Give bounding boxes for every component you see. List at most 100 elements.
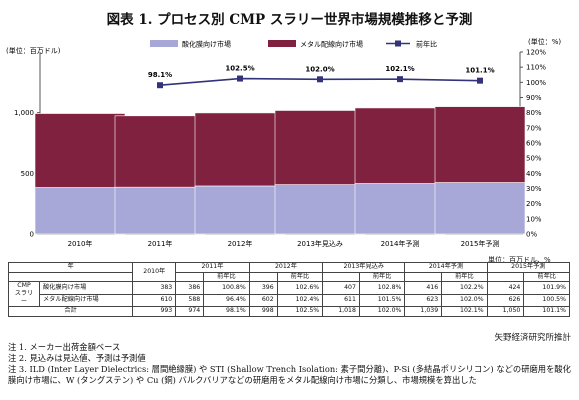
legend-label-oxide: 酸化膜向け市場 xyxy=(182,40,231,49)
header-yoy: 前年比 xyxy=(358,271,406,283)
y-tick-label-right: 0% xyxy=(526,231,537,239)
line-data-label: 101.1% xyxy=(465,67,494,75)
table-cell: 386 xyxy=(175,281,205,295)
bar-oxide xyxy=(354,183,446,235)
x-tick-label: 2013年見込み xyxy=(297,239,343,248)
header-yoy: 前年比 xyxy=(276,271,324,283)
bar-metal xyxy=(194,112,286,187)
y-tick-label-right: 120% xyxy=(526,49,546,57)
table-cell: 998 xyxy=(248,306,278,317)
table-cell: 626 xyxy=(486,293,525,308)
data-table: 年 2010年 2011年 2012年 2013年見込み 2014年予測 201… xyxy=(7,261,571,317)
header-2010: 2010年 xyxy=(132,261,177,283)
footnotes: 注 1. メーカー出荷金額ベース 注 2. 見込みは見込値、予測は予測値 注 3… xyxy=(8,342,574,386)
table-row-total: 合計 993 974 98.1% 998 102.5% 1,018 102.0%… xyxy=(7,306,570,317)
table-cell: 100.8% xyxy=(203,281,250,295)
y-tick-label-right: 30% xyxy=(526,185,542,193)
table-cell: 101.1% xyxy=(523,306,570,317)
bar-metal xyxy=(354,107,446,184)
line-data-label: 102.5% xyxy=(225,65,254,73)
table-cell: 101.9% xyxy=(523,281,570,295)
note-3: 注 3. ILD (Inter Layer Dielectrics: 層間絶縁膜… xyxy=(8,364,571,385)
header-yoy: 前年比 xyxy=(203,271,250,283)
y-tick-label-right: 10% xyxy=(526,215,542,223)
table-cell: 102.0% xyxy=(441,293,488,308)
table-cell: 102.5% xyxy=(276,306,324,317)
table-row-metal: メタル配線向け市場 610 588 96.4% 602 102.4% 611 1… xyxy=(9,293,570,308)
bar-oxide xyxy=(194,185,286,235)
line-marker xyxy=(477,77,483,84)
table-cell: 1,039 xyxy=(404,306,443,317)
table-row-oxide: CMP スラリー 酸化膜向け市場 383 386 100.8% 396 102.… xyxy=(8,281,570,308)
legend-swatch-oxide xyxy=(150,40,178,47)
bar-metal xyxy=(114,115,206,188)
line-data-label: 102.1% xyxy=(385,65,414,73)
chart-title: 図表 1. プロセス別 CMP スラリー世界市場規模推移と予測 xyxy=(106,12,473,28)
table-cell: 611 xyxy=(322,293,360,308)
y-tick-label-right: 110% xyxy=(526,64,546,72)
header-2013: 2013年見込み xyxy=(322,262,406,273)
row-label-oxide: 酸化膜向け市場 xyxy=(38,281,134,295)
table-cell: 610 xyxy=(132,293,177,308)
table-subheader-row: 前年比 前年比 前年比 前年比 前年比 xyxy=(7,271,570,283)
table-cell: 383 xyxy=(132,281,177,295)
table-cell: 588 xyxy=(175,293,205,308)
line-layer: 98.1% 102.5% 102.0% 102.1% 101.1% xyxy=(148,65,495,89)
y-tick-label-right: 100% xyxy=(526,79,546,87)
table-cell: 102.6% xyxy=(276,281,324,295)
bar-layer xyxy=(34,106,526,235)
table-cell: 416 xyxy=(404,281,443,295)
x-tick-label: 2015年予測 xyxy=(461,239,500,248)
table-cell: 1,018 xyxy=(322,306,360,317)
table-cell: 623 xyxy=(404,293,443,308)
bar-oxide xyxy=(434,182,526,235)
line-marker xyxy=(397,76,403,83)
y-tick-label-left: 1,000 xyxy=(14,109,34,117)
header-2011: 2011年 xyxy=(175,262,250,273)
row-label-metal: メタル配線向け市場 xyxy=(38,293,134,308)
table-header-row: 年 2010年 2011年 2012年 2013年見込み 2014年予測 201… xyxy=(7,261,571,283)
table-cell: 993 xyxy=(132,306,177,317)
y-tick-label-right: 20% xyxy=(526,200,542,208)
x-tick-label: 2011年 xyxy=(148,239,173,248)
table-cell: 101.5% xyxy=(358,293,406,308)
y-axis-label-right: (単位：%) xyxy=(528,37,561,46)
table-cell: 98.1% xyxy=(203,306,250,317)
table-cell: 407 xyxy=(322,281,360,295)
table-cell: 96.4% xyxy=(203,293,250,308)
x-tick-label: 2010年 xyxy=(68,239,93,248)
table-cell: 602 xyxy=(248,293,278,308)
y-tick-label-right: 90% xyxy=(526,94,542,102)
line-data-label: 98.1% xyxy=(148,71,172,79)
table-cell: 424 xyxy=(486,281,525,295)
line-marker xyxy=(157,82,163,89)
bar-oxide xyxy=(34,187,126,235)
y-tick-label-right: 70% xyxy=(526,124,542,132)
x-tick-label: 2012年 xyxy=(228,239,253,248)
table-cell: 100.5% xyxy=(523,293,570,308)
y-tick-label-left: 500 xyxy=(21,170,34,178)
header-yoy: 前年比 xyxy=(441,271,488,283)
line-marker xyxy=(237,75,243,82)
header-yoy: 前年比 xyxy=(523,271,570,283)
line-marker xyxy=(317,76,323,83)
table-unit-note: 単位：百万ドル、% xyxy=(488,256,551,264)
row-label-total: 合計 xyxy=(7,306,134,317)
group-label: CMP スラリー xyxy=(8,281,40,308)
table-cell: 102.1% xyxy=(441,306,488,317)
legend-label-metal: メタル配線向け市場 xyxy=(300,40,363,49)
empty-cell xyxy=(7,271,134,283)
bar-metal xyxy=(434,106,526,183)
legend-swatch-metal xyxy=(268,40,296,47)
y-tick-label-right: 80% xyxy=(526,109,542,117)
chart-legend: 酸化膜向け市場 メタル配線向け市場 前年比 xyxy=(150,40,437,49)
header-2012: 2012年 xyxy=(248,262,324,273)
table-cell: 102.2% xyxy=(441,281,488,295)
y-tick-label-right: 40% xyxy=(526,170,542,178)
line-data-label: 102.0% xyxy=(305,65,334,73)
table-cell: 1,050 xyxy=(486,306,525,317)
note-2: 注 2. 見込みは見込値、予測は予測値 xyxy=(8,353,146,363)
y-axis-label-left: (単位：百万ドル) xyxy=(6,46,61,55)
table-cell: 102.8% xyxy=(358,281,406,295)
header-2014: 2014年予測 xyxy=(404,262,488,273)
